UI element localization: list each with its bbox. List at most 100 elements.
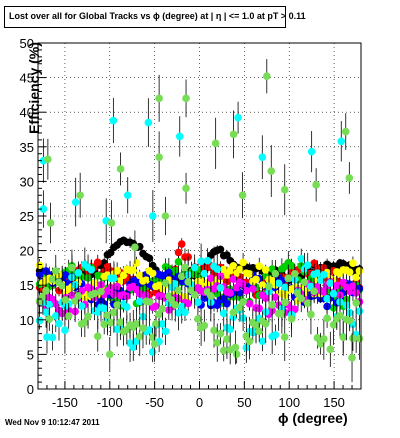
y-tick-label: 45	[20, 71, 34, 86]
data-point	[226, 325, 234, 334]
data-point	[81, 318, 89, 327]
data-layer	[35, 59, 364, 383]
data-point	[355, 267, 364, 275]
data-point	[103, 311, 112, 320]
data-point	[87, 266, 96, 274]
data-point	[155, 310, 163, 319]
data-point	[145, 298, 154, 306]
data-point	[142, 276, 151, 285]
data-point	[320, 270, 328, 279]
data-point	[281, 283, 289, 292]
data-point	[181, 263, 189, 272]
chart-title-box: Lost over all for Global Tracks vs ϕ (de…	[4, 6, 306, 28]
data-point	[329, 289, 338, 298]
data-point	[110, 274, 118, 283]
outlier-points	[39, 59, 356, 383]
y-tick-label: 50	[20, 36, 34, 51]
data-point	[123, 303, 131, 311]
data-point	[320, 288, 328, 296]
outlier-point	[307, 147, 316, 156]
data-point	[268, 301, 276, 309]
data-point	[332, 281, 341, 290]
y-tick-label: 0	[27, 382, 34, 397]
x-tick-label: -150	[52, 395, 78, 410]
outlier-point	[345, 174, 354, 182]
data-point	[110, 308, 118, 317]
data-point	[74, 292, 83, 300]
data-point	[258, 281, 267, 289]
outlier-point	[43, 333, 51, 341]
data-point	[303, 299, 312, 308]
data-point	[197, 277, 205, 285]
data-point	[116, 277, 125, 285]
axis-layer: -150 -100 -50 0 50 100 150 0 5 10 15 20 25 30 35 40 45 50	[20, 36, 362, 410]
y-tick-label: 5	[27, 347, 34, 362]
data-point	[135, 332, 144, 341]
data-point	[161, 327, 170, 336]
data-point	[355, 334, 364, 343]
outlier-point	[280, 185, 289, 194]
data-point	[148, 333, 157, 342]
x-tick-label: -50	[145, 395, 164, 410]
data-point	[271, 293, 280, 302]
outlier-point	[175, 132, 184, 141]
data-point	[129, 266, 138, 274]
data-point	[135, 297, 144, 306]
data-point	[194, 298, 202, 307]
data-point	[274, 279, 283, 288]
data-point	[45, 300, 54, 309]
data-point	[181, 308, 189, 317]
outlier-point	[262, 72, 271, 81]
data-point	[290, 269, 299, 278]
outlier-point	[182, 94, 190, 103]
outlier-point	[337, 137, 346, 146]
outlier-point	[238, 191, 247, 200]
data-point	[51, 312, 60, 320]
data-point	[219, 346, 228, 355]
data-point	[339, 333, 348, 342]
data-point	[226, 289, 234, 297]
data-point	[84, 312, 92, 321]
x-tick-label: 50	[237, 395, 251, 410]
outlier-point	[144, 118, 153, 127]
outlier-point	[150, 340, 159, 348]
outlier-point	[229, 130, 238, 139]
data-point	[161, 279, 170, 287]
data-point	[64, 312, 73, 320]
outlier-point	[161, 212, 170, 220]
data-point	[171, 301, 180, 309]
series-7	[35, 249, 364, 367]
data-point	[261, 319, 270, 328]
data-point	[177, 272, 186, 281]
data-point	[252, 321, 260, 329]
data-point	[177, 302, 186, 311]
data-point	[113, 267, 121, 275]
data-point	[287, 261, 296, 270]
data-point	[100, 304, 109, 313]
data-point	[355, 307, 364, 316]
data-point	[158, 320, 167, 328]
data-point	[349, 334, 357, 343]
data-point	[271, 331, 280, 339]
data-point	[229, 275, 238, 283]
data-point	[345, 268, 354, 276]
data-point	[132, 320, 141, 328]
y-tick-label: 25	[20, 209, 34, 224]
data-point	[313, 269, 322, 277]
outlier-point	[234, 113, 242, 122]
data-point	[236, 265, 244, 274]
data-point	[184, 278, 192, 286]
outlier-point	[61, 326, 69, 334]
data-point	[48, 333, 57, 342]
data-point	[219, 309, 228, 318]
outlier-point	[155, 94, 163, 103]
grid-layer	[38, 43, 361, 389]
data-point	[42, 286, 50, 295]
data-point	[171, 280, 180, 288]
data-point	[145, 326, 154, 334]
data-point	[232, 350, 241, 358]
y-tick-label: 15	[20, 278, 34, 293]
x-axis-label: ϕ (degree)	[278, 410, 348, 426]
data-point	[245, 270, 254, 278]
data-point	[297, 294, 306, 303]
